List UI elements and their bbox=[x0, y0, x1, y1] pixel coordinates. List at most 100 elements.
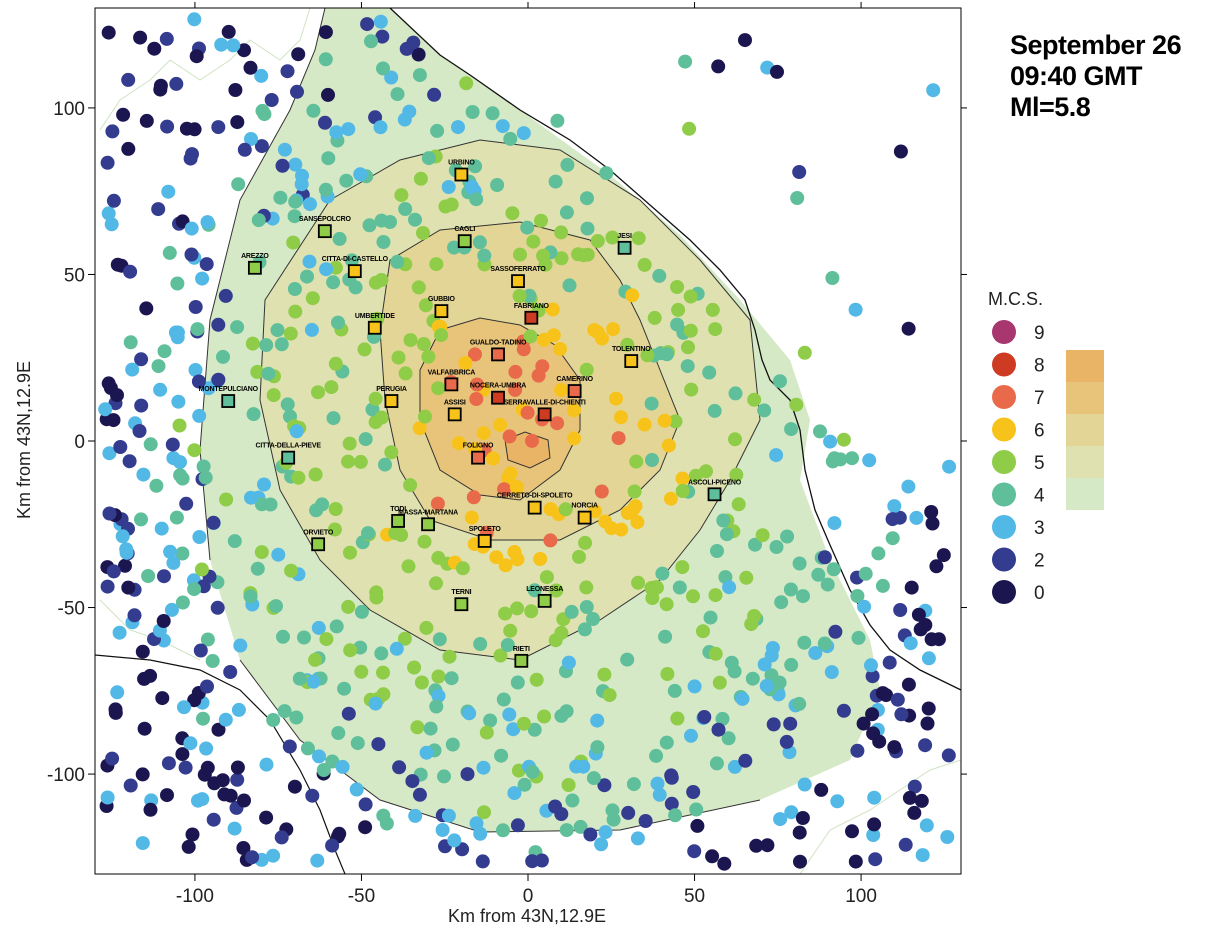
observation-point bbox=[862, 453, 877, 468]
observation-point bbox=[199, 741, 214, 756]
observation-point bbox=[388, 526, 403, 541]
towns: URBINO SANSEPOLCRO CAGLI JESI AREZZO CITTA-DI… bbox=[199, 160, 742, 668]
observation-point bbox=[705, 849, 720, 864]
observation-point bbox=[137, 721, 152, 736]
town-square bbox=[511, 274, 525, 289]
observation-point bbox=[728, 386, 743, 401]
town-label: RIETI bbox=[513, 646, 530, 653]
observation-point bbox=[165, 437, 180, 452]
observation-point bbox=[464, 179, 479, 194]
observation-point bbox=[326, 275, 341, 290]
observation-point bbox=[682, 121, 697, 136]
observation-point bbox=[598, 825, 613, 840]
observation-point bbox=[529, 672, 544, 687]
observation-point bbox=[329, 125, 344, 140]
observation-point bbox=[668, 414, 683, 429]
observation-point bbox=[412, 68, 427, 83]
observation-point bbox=[814, 782, 829, 797]
legend-swatch bbox=[992, 482, 1016, 507]
legend: M.C.S. 9 8 7 6 5 4 3 2 0 bbox=[988, 289, 1104, 604]
observation-point bbox=[921, 701, 936, 716]
observation-point bbox=[418, 409, 432, 424]
observation-point bbox=[472, 235, 487, 250]
observation-point bbox=[604, 521, 619, 536]
observation-point bbox=[200, 632, 215, 647]
observation-point bbox=[690, 818, 705, 833]
observation-point bbox=[527, 583, 542, 598]
observation-point bbox=[416, 226, 430, 240]
observation-point bbox=[749, 838, 764, 853]
observation-point bbox=[588, 504, 603, 519]
observation-point bbox=[374, 273, 389, 287]
observation-point bbox=[414, 675, 429, 690]
observation-point bbox=[683, 323, 698, 338]
town-marker: URBINO bbox=[448, 160, 476, 182]
observation-point bbox=[796, 589, 810, 604]
observation-point bbox=[708, 322, 723, 337]
town-marker: ASCOLI-PICENO bbox=[688, 479, 742, 502]
observation-point bbox=[179, 496, 194, 511]
observation-point bbox=[261, 366, 276, 381]
observation-point bbox=[398, 202, 413, 216]
observation-point bbox=[327, 522, 342, 537]
observation-point bbox=[302, 254, 317, 269]
observation-point bbox=[901, 479, 916, 494]
observation-point bbox=[319, 632, 334, 647]
observation-point bbox=[465, 105, 480, 119]
observation-point bbox=[455, 561, 470, 576]
observation-point bbox=[631, 575, 646, 590]
town-label: CAGLI bbox=[454, 226, 475, 233]
legend-shade bbox=[1066, 446, 1104, 478]
observation-point bbox=[512, 289, 527, 303]
town-label: NORCIA bbox=[571, 503, 598, 510]
observation-point bbox=[337, 681, 352, 696]
legend-swatch bbox=[992, 320, 1016, 344]
observation-point bbox=[139, 301, 154, 316]
observation-point bbox=[710, 544, 724, 558]
observation-point bbox=[605, 230, 620, 245]
observation-point bbox=[175, 747, 190, 762]
observation-point bbox=[368, 696, 383, 711]
observation-point bbox=[797, 345, 812, 360]
observation-point bbox=[631, 231, 646, 246]
observation-point bbox=[670, 317, 685, 332]
observation-point bbox=[657, 413, 672, 428]
observation-point bbox=[178, 760, 193, 775]
observation-point bbox=[193, 643, 208, 658]
observation-point bbox=[257, 477, 271, 492]
observation-point bbox=[473, 637, 488, 651]
observation-point bbox=[554, 225, 569, 240]
observation-point bbox=[357, 342, 372, 357]
observation-point bbox=[705, 302, 720, 317]
observation-point bbox=[104, 217, 119, 232]
observation-point bbox=[652, 268, 667, 283]
observation-point bbox=[817, 636, 832, 651]
observation-point bbox=[926, 83, 941, 98]
observation-point bbox=[721, 731, 736, 746]
observation-point bbox=[326, 411, 341, 426]
observation-point bbox=[200, 679, 214, 694]
observation-point bbox=[123, 778, 138, 793]
observation-point bbox=[678, 54, 693, 69]
observation-point bbox=[727, 759, 742, 774]
observation-point bbox=[560, 157, 575, 172]
town-marker: UMBERTIDE bbox=[355, 313, 395, 335]
observation-point bbox=[318, 25, 333, 40]
observation-point bbox=[151, 359, 166, 374]
observation-point bbox=[135, 644, 150, 659]
observation-point bbox=[473, 826, 488, 841]
observation-point bbox=[663, 491, 678, 506]
observation-point bbox=[590, 234, 605, 248]
observation-point bbox=[637, 257, 652, 272]
observation-point bbox=[554, 625, 569, 640]
observation-point bbox=[824, 665, 839, 680]
observation-point bbox=[122, 454, 137, 469]
observation-point bbox=[590, 713, 605, 728]
observation-point bbox=[587, 323, 602, 338]
observation-point bbox=[303, 197, 317, 212]
observation-point bbox=[890, 692, 905, 707]
observation-point bbox=[505, 206, 520, 221]
observation-point bbox=[411, 280, 426, 295]
observation-point bbox=[233, 638, 248, 653]
y-axis: 100 50 0 -50 -100 bbox=[47, 99, 967, 786]
